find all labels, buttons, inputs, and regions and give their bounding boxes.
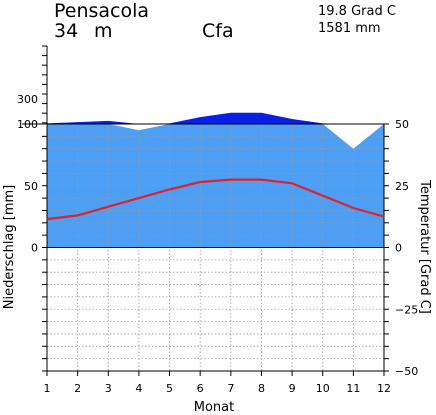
month-label: 12 [377, 382, 391, 395]
month-label: 10 [316, 382, 330, 395]
right-tick-label: 50 [395, 118, 409, 131]
precipitation-excess-area [47, 112, 384, 124]
right-tick-label: −25 [395, 303, 418, 316]
month-label: 11 [346, 382, 360, 395]
month-label: 4 [135, 382, 142, 395]
month-label: 5 [166, 382, 173, 395]
month-label: 1 [44, 382, 51, 395]
right-tick-label: −50 [395, 365, 418, 378]
climate-classification: Cfa [202, 20, 234, 42]
left-tick-label: 50 [24, 180, 38, 193]
right-tick-label: 25 [395, 180, 409, 193]
month-label: 3 [105, 382, 112, 395]
elevation-unit: m [94, 20, 113, 42]
left-tick-label: 300 [17, 93, 38, 106]
temperature-series [46, 178, 385, 221]
left-tick-label: 100 [17, 118, 38, 131]
x-axis-label: Monat [194, 400, 234, 415]
month-label: 7 [227, 382, 234, 395]
right-tick-label: 0 [395, 242, 402, 255]
tick-marks [42, 45, 389, 376]
mean-annual-temperature: 19.8 Grad C [318, 4, 396, 19]
month-label: 9 [289, 382, 296, 395]
elevation-value: 34 [54, 20, 79, 42]
annual-precipitation: 1581 mm [318, 21, 381, 36]
month-label: 8 [258, 382, 265, 395]
month-label: 6 [197, 382, 204, 395]
temperature-line [46, 178, 385, 221]
left-tick-label: 0 [31, 242, 38, 255]
precipitation-deficit-area [47, 124, 384, 149]
month-label: 2 [74, 382, 81, 395]
station-name: Pensacola [54, 0, 150, 22]
precipitation-fills [47, 112, 384, 149]
left-axis-label: Niederschlag [mm] [2, 185, 17, 310]
right-axis-label: Temperatur [Grad C] [417, 179, 432, 314]
